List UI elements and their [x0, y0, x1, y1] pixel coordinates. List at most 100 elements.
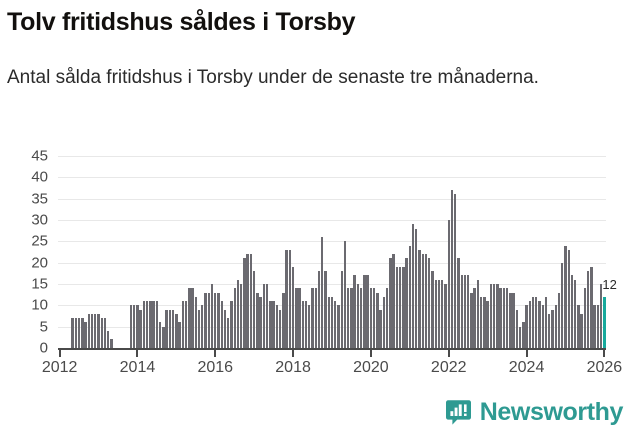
bar [353, 275, 356, 348]
bar [350, 288, 353, 348]
footer: Newsworthy [0, 393, 631, 439]
bar [84, 322, 87, 348]
bar [398, 266, 402, 348]
gridline [58, 284, 606, 285]
bar [188, 288, 191, 348]
bar [145, 301, 149, 348]
bar [548, 313, 551, 348]
bar [217, 292, 220, 348]
bar [434, 279, 437, 348]
bar [343, 241, 347, 348]
bar [227, 318, 230, 348]
logo-wordmark: Newsworthy [479, 398, 624, 426]
bar-chart-speech-bubble-icon [445, 399, 472, 426]
bar [330, 296, 334, 348]
gridline [58, 198, 606, 200]
bar [450, 190, 454, 348]
bar [505, 288, 509, 348]
bar [311, 288, 314, 348]
bar [596, 305, 600, 348]
y-axis-tick-label: 25 [31, 232, 48, 250]
bar [142, 301, 146, 348]
bar [220, 301, 223, 348]
bar [74, 318, 78, 348]
bar [531, 296, 535, 348]
bar [573, 279, 577, 348]
bar-highlighted [603, 296, 606, 348]
bar [94, 313, 97, 348]
bar [165, 309, 168, 348]
bar [240, 284, 243, 348]
bar [379, 309, 382, 348]
bar [590, 266, 593, 348]
x-axis-tick-mark [525, 350, 528, 357]
y-axis-tick-label: 0 [39, 339, 48, 357]
y-axis-tick-label: 35 [31, 190, 48, 208]
y-axis-tick-label: 5 [39, 318, 48, 336]
bar [599, 284, 603, 348]
bar [347, 288, 350, 348]
y-axis-tick-label: 30 [31, 211, 48, 229]
bar [269, 301, 272, 348]
bar [418, 249, 421, 348]
bar [214, 292, 217, 348]
bar [129, 305, 133, 348]
bar [392, 254, 395, 348]
bar [564, 245, 567, 348]
bar [168, 309, 172, 348]
x-axis-tick-mark [447, 350, 450, 357]
bar [324, 271, 327, 348]
page-subtitle: Antal sålda fritidshus i Torsby under de… [7, 67, 539, 88]
bar [77, 318, 81, 348]
bar [551, 309, 554, 348]
bar [158, 322, 162, 348]
x-axis-tick-mark [603, 350, 606, 357]
bar [356, 284, 360, 348]
gridline [58, 156, 606, 157]
bar [321, 237, 324, 348]
bar [421, 254, 424, 348]
bar [337, 305, 340, 348]
bar [479, 296, 483, 348]
bar [71, 318, 74, 348]
bar [492, 284, 496, 348]
bar [515, 309, 519, 348]
x-axis-line [58, 348, 606, 350]
x-axis-tick-label: 2014 [119, 359, 156, 376]
bar [194, 296, 197, 348]
highlight-value-label: 12 [602, 276, 617, 292]
bar [541, 305, 544, 348]
bar [272, 301, 275, 348]
bar [385, 288, 389, 348]
bar [483, 296, 486, 348]
bar [197, 309, 201, 348]
bar [586, 271, 590, 348]
bar [363, 275, 366, 348]
x-axis-tick-mark [292, 350, 295, 357]
bar [207, 292, 210, 348]
bar [502, 288, 506, 348]
bar-chart: 0 5 10 15 20 25 30 35 40 45 2012 2014 2016 2018 2020 2… [0, 140, 631, 390]
x-axis-tick-label: 2024 [508, 359, 545, 376]
x-axis-tick-mark [58, 350, 61, 357]
x-axis-tick-label: 2026 [586, 359, 623, 376]
gridline [58, 220, 606, 221]
bar [489, 284, 493, 348]
bar [230, 301, 233, 348]
y-axis-tick-label: 20 [31, 254, 48, 272]
bar [499, 288, 502, 348]
bar [460, 275, 463, 348]
bar [463, 275, 467, 348]
bar [570, 275, 574, 348]
bar [402, 266, 405, 348]
bar [152, 301, 155, 348]
y-axis: 0 5 10 15 20 25 30 35 40 45 [0, 149, 56, 356]
bar [175, 313, 178, 348]
bar [544, 296, 548, 348]
bar [457, 258, 460, 348]
bar [525, 305, 528, 348]
bar [265, 284, 269, 348]
bar [580, 313, 583, 348]
bar [304, 301, 308, 348]
x-axis-tick-label: 2016 [197, 359, 234, 376]
